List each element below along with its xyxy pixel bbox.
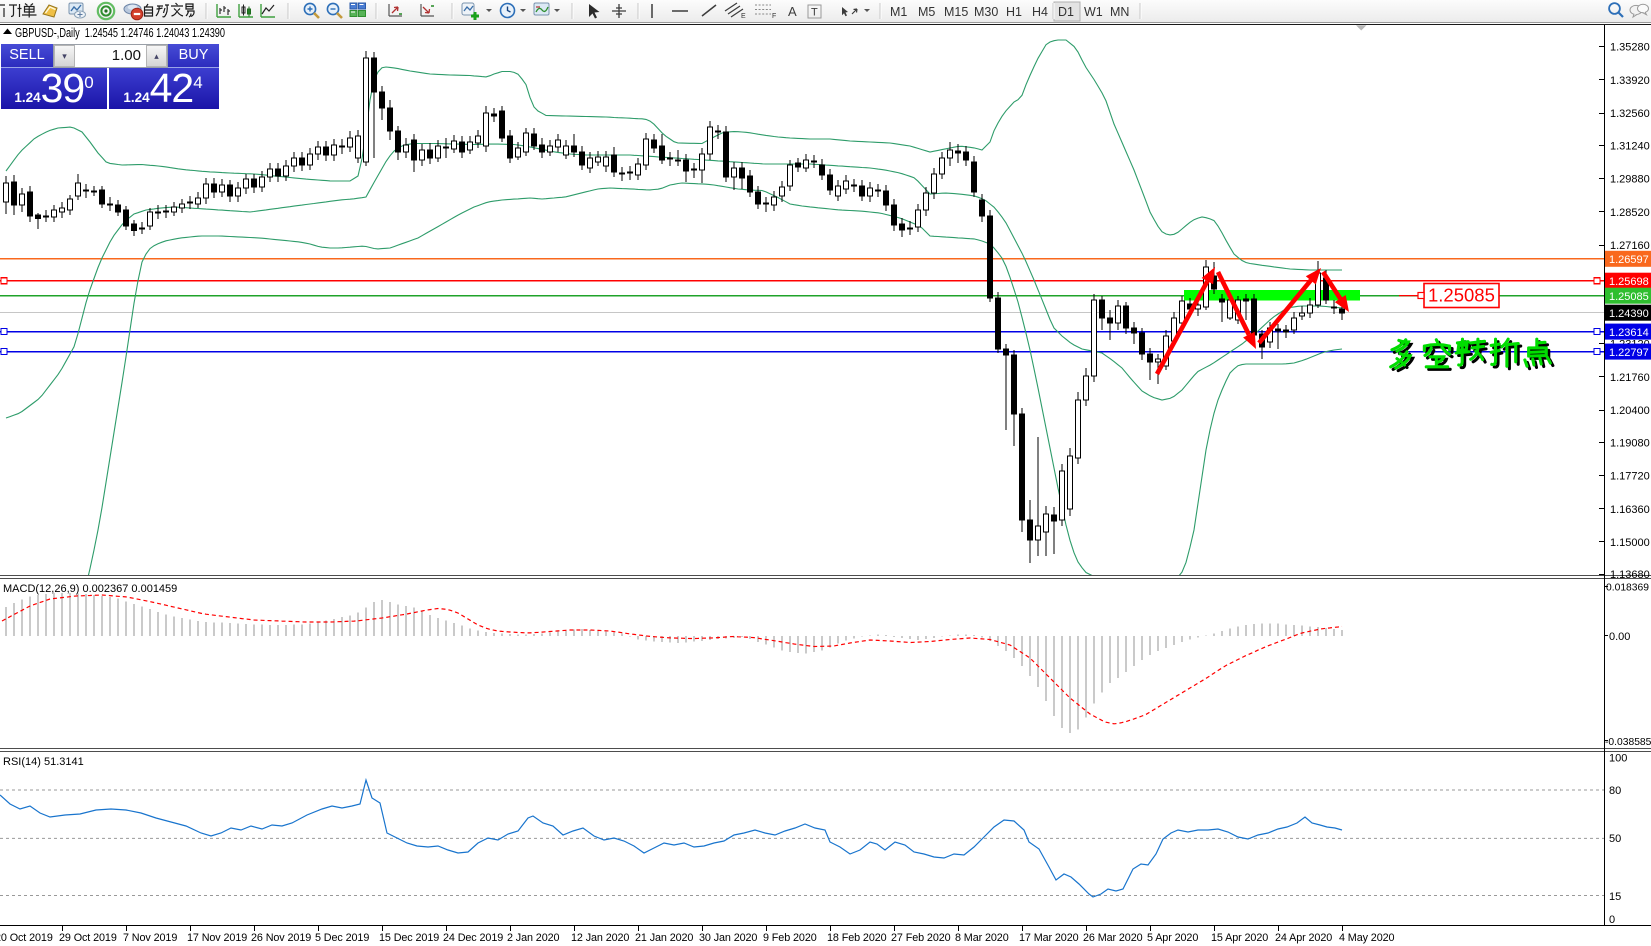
- svg-text:0.00: 0.00: [1609, 631, 1630, 643]
- svg-text:1.16360: 1.16360: [1610, 504, 1650, 516]
- svg-text:1.22797: 1.22797: [1609, 347, 1649, 359]
- svg-text:M1: M1: [890, 5, 907, 19]
- svg-text:8 Mar 2020: 8 Mar 2020: [955, 932, 1009, 944]
- svg-text:21 Jan 2020: 21 Jan 2020: [635, 932, 693, 944]
- svg-text:30 Jan 2020: 30 Jan 2020: [699, 932, 757, 944]
- svg-text:20 Oct 2019: 20 Oct 2019: [0, 932, 53, 944]
- svg-text:15 Apr 2020: 15 Apr 2020: [1211, 932, 1268, 944]
- svg-text:1.26597: 1.26597: [1609, 254, 1649, 266]
- svg-text:1.28520: 1.28520: [1610, 207, 1650, 219]
- svg-text:1.24390: 1.24390: [1609, 308, 1649, 320]
- svg-text:26 Mar 2020: 26 Mar 2020: [1083, 932, 1143, 944]
- svg-text:24 Dec 2019: 24 Dec 2019: [443, 932, 503, 944]
- svg-text:50: 50: [1609, 833, 1621, 845]
- svg-text:T: T: [811, 7, 818, 19]
- svg-text:MN: MN: [1110, 5, 1129, 19]
- svg-text:15: 15: [1609, 891, 1621, 903]
- svg-text:1.32560: 1.32560: [1610, 108, 1650, 120]
- svg-text:GBPUSD-,Daily 1.24545 1.24746: GBPUSD-,Daily 1.24545 1.24746 1.24043 1.…: [15, 26, 225, 40]
- svg-text:0: 0: [1609, 914, 1615, 926]
- svg-text:26 Nov 2019: 26 Nov 2019: [251, 932, 311, 944]
- svg-text:1.15000: 1.15000: [1610, 537, 1650, 549]
- svg-text:M15: M15: [944, 5, 968, 19]
- svg-text:17 Nov 2019: 17 Nov 2019: [187, 932, 247, 944]
- svg-text:17 Mar 2020: 17 Mar 2020: [1019, 932, 1079, 944]
- svg-text:4 May 2020: 4 May 2020: [1339, 932, 1395, 944]
- svg-text:1.29880: 1.29880: [1610, 174, 1650, 186]
- svg-text:MACD(12,26,9) 0.002367 0.00145: MACD(12,26,9) 0.002367 0.001459: [3, 583, 177, 595]
- svg-text:18 Feb 2020: 18 Feb 2020: [827, 932, 887, 944]
- svg-text:M5: M5: [918, 5, 935, 19]
- svg-text:E: E: [741, 13, 746, 20]
- svg-text:D1: D1: [1058, 5, 1074, 19]
- svg-text:1.31240: 1.31240: [1610, 140, 1650, 152]
- svg-text:0.018369: 0.018369: [1606, 583, 1649, 594]
- svg-text:H4: H4: [1032, 5, 1048, 19]
- svg-text:9 Feb 2020: 9 Feb 2020: [763, 932, 817, 944]
- svg-text:-0.038585: -0.038585: [1605, 737, 1651, 748]
- svg-text:12 Jan 2020: 12 Jan 2020: [571, 932, 629, 944]
- svg-text:100: 100: [1609, 753, 1627, 765]
- svg-text:W1: W1: [1084, 5, 1103, 19]
- svg-text:RSI(14) 51.3141: RSI(14) 51.3141: [3, 756, 84, 768]
- svg-text:1.35280: 1.35280: [1610, 42, 1650, 54]
- svg-text:27 Feb 2020: 27 Feb 2020: [891, 932, 951, 944]
- svg-text:15 Dec 2019: 15 Dec 2019: [379, 932, 439, 944]
- svg-text:1.25698: 1.25698: [1609, 276, 1649, 288]
- svg-text:F: F: [772, 13, 776, 20]
- svg-text:24 Apr 2020: 24 Apr 2020: [1275, 932, 1332, 944]
- svg-text:1.20400: 1.20400: [1610, 405, 1650, 417]
- svg-text:1.19080: 1.19080: [1610, 437, 1650, 449]
- svg-text:H1: H1: [1006, 5, 1022, 19]
- svg-text:1.23614: 1.23614: [1609, 327, 1649, 339]
- svg-text:80: 80: [1609, 785, 1621, 797]
- svg-text:1.13680: 1.13680: [1610, 569, 1650, 581]
- svg-text:1.33920: 1.33920: [1610, 75, 1650, 87]
- svg-text:2 Jan 2020: 2 Jan 2020: [507, 932, 560, 944]
- svg-text:1.17720: 1.17720: [1610, 471, 1650, 483]
- svg-text:5 Dec 2019: 5 Dec 2019: [315, 932, 369, 944]
- svg-text:1.27160: 1.27160: [1610, 240, 1650, 252]
- svg-text:M30: M30: [974, 5, 998, 19]
- svg-text:1.25085: 1.25085: [1609, 291, 1649, 303]
- svg-text:1.25085: 1.25085: [1428, 285, 1495, 306]
- svg-text:7 Nov 2019: 7 Nov 2019: [123, 932, 177, 944]
- svg-text:A: A: [788, 4, 797, 19]
- svg-text:5 Apr 2020: 5 Apr 2020: [1147, 932, 1198, 944]
- svg-text:1.21760: 1.21760: [1610, 372, 1650, 384]
- svg-text:29 Oct 2019: 29 Oct 2019: [59, 932, 117, 944]
